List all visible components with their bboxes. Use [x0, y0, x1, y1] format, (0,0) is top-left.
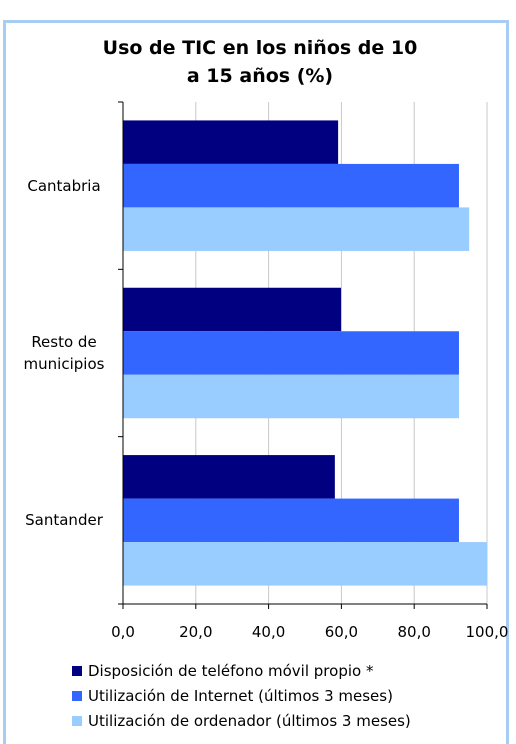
legend-label: Disposición de teléfono móvil propio * — [88, 662, 374, 680]
bar — [123, 163, 459, 208]
chart-title: Uso de TIC en los niños de 10 a 15 años … — [102, 37, 418, 87]
bar — [123, 455, 335, 499]
y-tick-label: Cantabria — [27, 176, 101, 195]
legend-label: Utilización de Internet (últimos 3 meses… — [88, 687, 393, 705]
x-tick-label: 0,0 — [111, 623, 135, 641]
bar — [123, 331, 459, 375]
legend-item: Disposición de teléfono móvil propio * — [72, 662, 373, 680]
bar — [123, 287, 342, 332]
legend-item: Utilización de Internet (últimos 3 meses… — [72, 687, 393, 705]
x-tick-label: 100,0 — [466, 623, 509, 641]
x-tick-label: 80,0 — [397, 623, 430, 641]
x-tick-label: 20,0 — [179, 623, 212, 641]
legend-item: Utilización de ordenador (últimos 3 mese… — [72, 712, 411, 730]
bar — [123, 374, 459, 419]
y-tick-label: Resto de municipios — [23, 333, 105, 373]
legend-swatch — [72, 691, 82, 701]
bar — [123, 207, 470, 251]
legend-swatch — [72, 716, 82, 726]
legend-swatch — [72, 666, 82, 676]
chart-frame — [3, 20, 509, 744]
y-tick-label: Santander — [25, 511, 103, 530]
legend-label: Utilización de ordenador (últimos 3 mese… — [88, 712, 411, 730]
x-tick-label: 40,0 — [252, 623, 285, 641]
bar — [123, 498, 459, 543]
bar — [123, 120, 339, 164]
x-tick-label: 60,0 — [325, 623, 358, 641]
bar — [123, 542, 487, 586]
